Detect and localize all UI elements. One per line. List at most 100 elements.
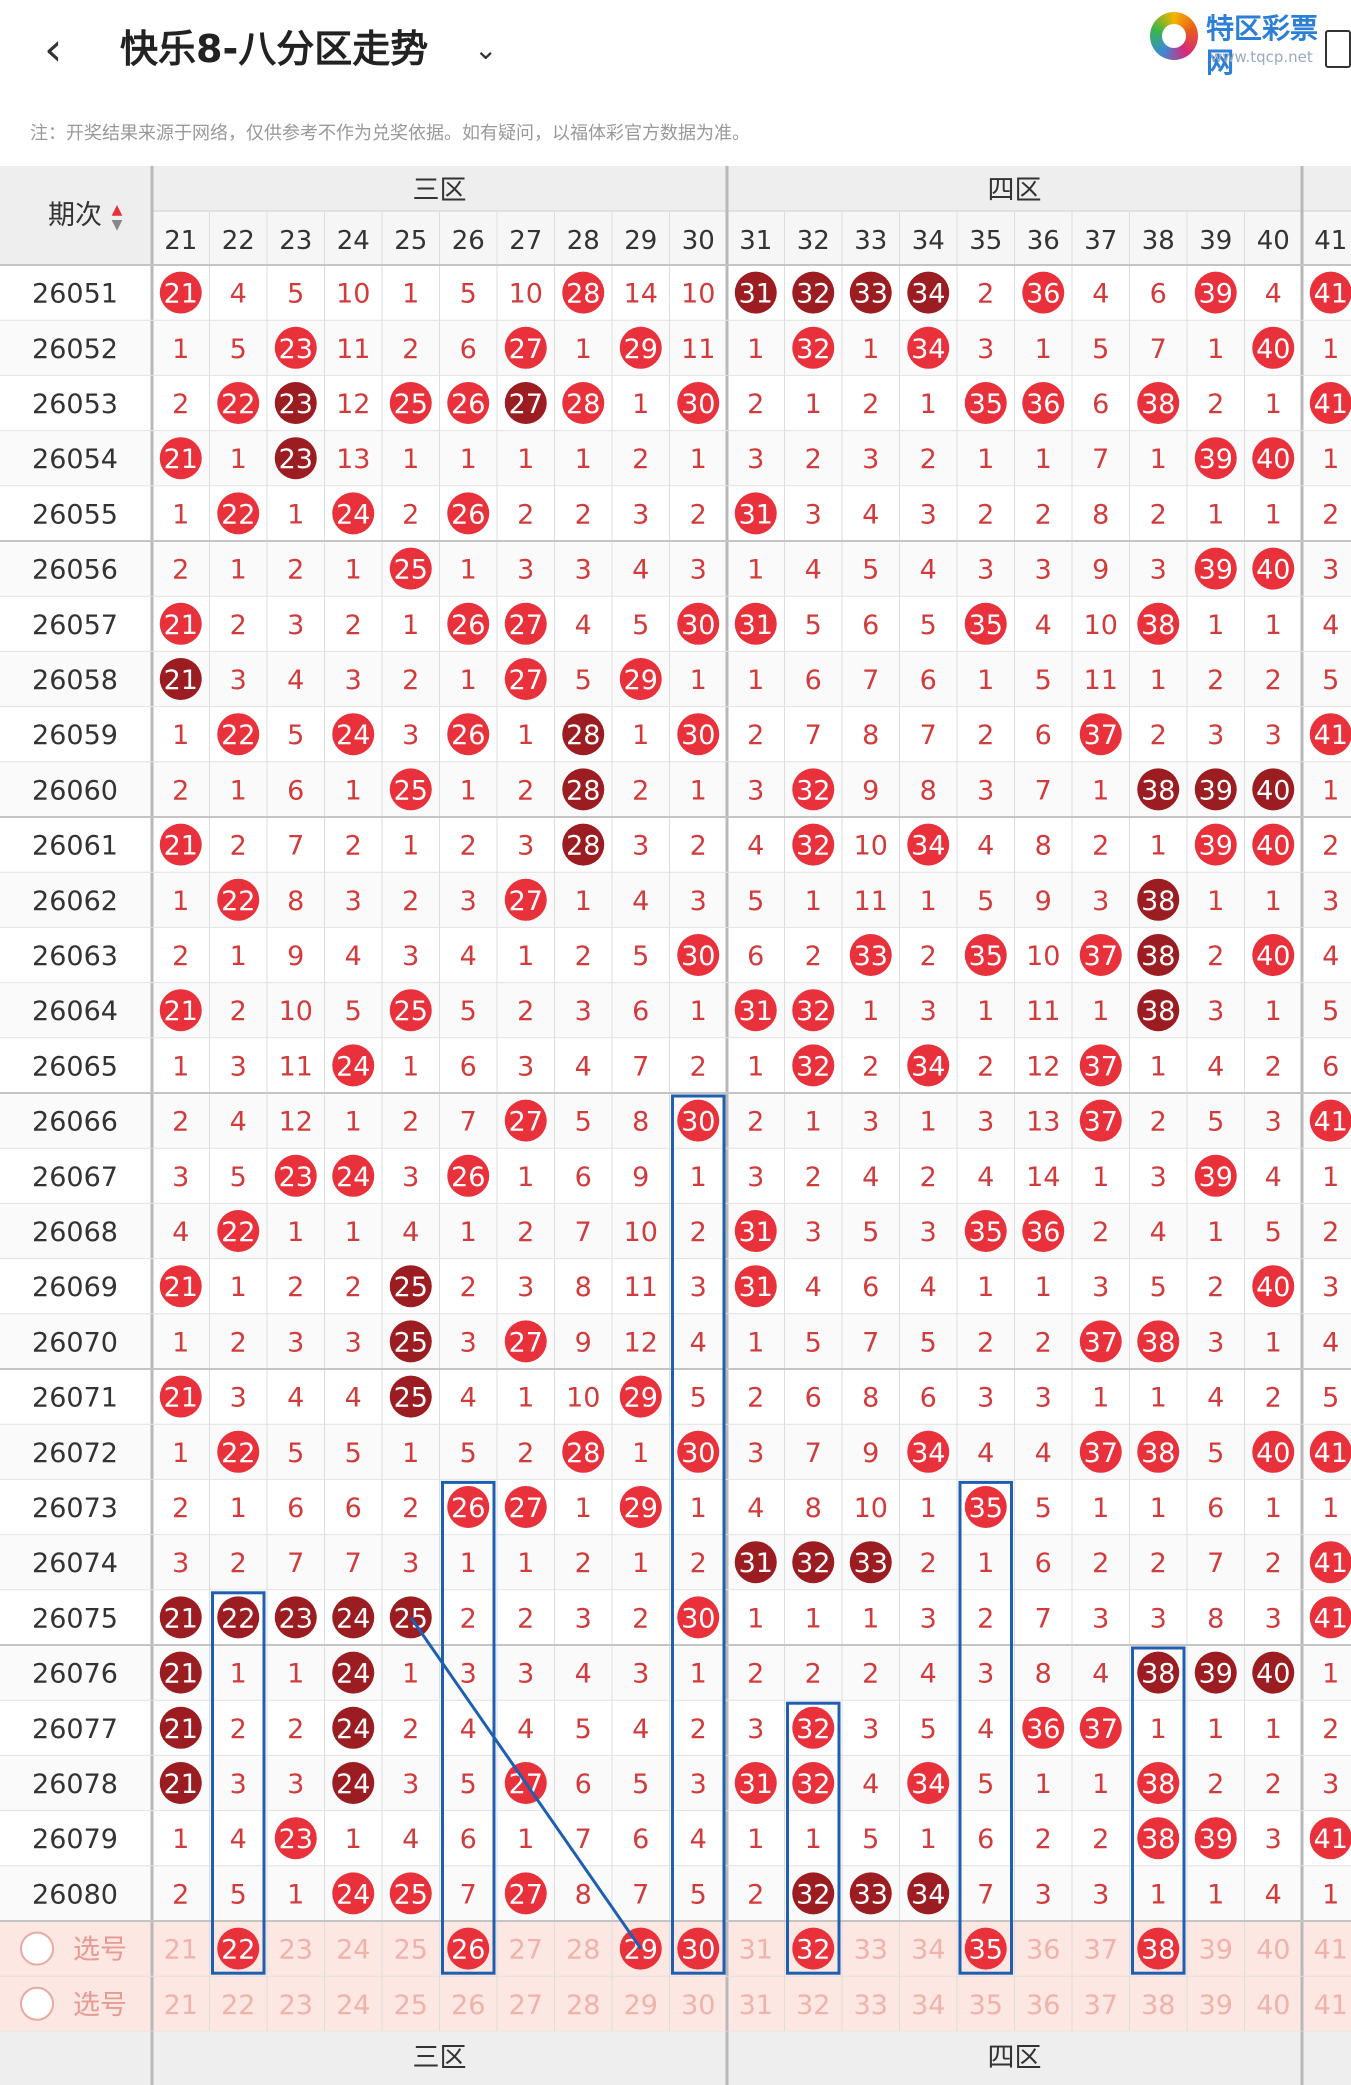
selected-number[interactable]: 35: [969, 1935, 1003, 1966]
selected-ball[interactable]: [1137, 1927, 1180, 1970]
hit-number: 28: [566, 279, 600, 310]
select-number[interactable]: 33: [854, 1990, 888, 2021]
select-number[interactable]: 37: [1084, 1990, 1118, 2021]
hit-number: 26: [451, 1162, 485, 1193]
select-number[interactable]: 41: [1314, 1935, 1348, 1966]
select-number[interactable]: 28: [566, 1935, 600, 1966]
select-number[interactable]: 28: [566, 1990, 600, 2021]
chevron-down-icon[interactable]: ⌄: [474, 33, 498, 66]
selected-number[interactable]: 26: [451, 1935, 485, 1966]
selected-ball[interactable]: [447, 1927, 490, 1970]
miss-count: 2: [690, 1217, 707, 1248]
hit-ball: [792, 1706, 835, 1749]
select-number[interactable]: 30: [681, 1990, 715, 2021]
miss-count: 6: [1322, 1051, 1339, 1082]
select-number[interactable]: 37: [1084, 1935, 1118, 1966]
hit-number: 36: [1026, 279, 1060, 310]
select-row-radio[interactable]: [20, 1931, 54, 1966]
miss-count: 2: [402, 886, 419, 917]
back-chevron-icon[interactable]: ‹: [44, 22, 63, 76]
select-number[interactable]: 26: [451, 1990, 485, 2021]
hit-ball: [274, 1154, 317, 1197]
selected-ball[interactable]: [677, 1927, 720, 1970]
select-number[interactable]: 24: [336, 1990, 370, 2021]
miss-count: 2: [747, 1659, 764, 1690]
select-number[interactable]: 31: [739, 1990, 773, 2021]
select-number[interactable]: 33: [854, 1935, 888, 1966]
period-cell: 26080: [32, 1879, 118, 1910]
select-number[interactable]: 21: [164, 1990, 198, 2021]
hit-ball: [1309, 1817, 1351, 1860]
hit-ball: [1079, 1320, 1122, 1363]
select-number[interactable]: 25: [394, 1990, 428, 2021]
select-number[interactable]: 27: [509, 1990, 543, 2021]
select-number[interactable]: 40: [1256, 1935, 1290, 1966]
miss-count: 4: [690, 1327, 707, 1358]
select-number[interactable]: 41: [1314, 1990, 1348, 2021]
miss-count: 1: [517, 1824, 534, 1855]
miss-count: 1: [977, 1272, 994, 1303]
select-number[interactable]: 25: [394, 1935, 428, 1966]
miss-count: 2: [1035, 499, 1052, 530]
select-number[interactable]: 36: [1026, 1990, 1060, 2021]
selected-ball[interactable]: [217, 1927, 260, 1970]
hit-number: 21: [164, 1603, 198, 1634]
select-number[interactable]: 27: [509, 1935, 543, 1966]
miss-count: 1: [517, 1548, 534, 1579]
hit-ball: [159, 271, 202, 314]
select-number[interactable]: 32: [796, 1990, 830, 2021]
select-number[interactable]: 24: [336, 1935, 370, 1966]
miss-count: 4: [1092, 1659, 1109, 1690]
select-number[interactable]: 35: [969, 1990, 1003, 2021]
miss-count: 5: [460, 279, 477, 310]
miss-count: 5: [230, 1879, 247, 1910]
miss-count: 5: [747, 886, 764, 917]
period-header[interactable]: 期次: [48, 200, 102, 231]
miss-count: 6: [287, 775, 304, 806]
select-number[interactable]: 39: [1199, 1990, 1233, 2021]
select-number[interactable]: 39: [1199, 1935, 1233, 1966]
select-number[interactable]: 36: [1026, 1935, 1060, 1966]
period-cell: 26054: [32, 444, 118, 475]
miss-count: 2: [747, 389, 764, 420]
selected-number[interactable]: 30: [681, 1935, 715, 1966]
select-number[interactable]: 23: [279, 1990, 313, 2021]
hit-ball: [734, 271, 777, 314]
hit-number: 34: [911, 334, 945, 365]
hit-ball: [792, 768, 835, 811]
hit-number: 40: [1256, 1438, 1290, 1469]
period-cell: 26069: [32, 1272, 118, 1303]
select-number[interactable]: 23: [279, 1935, 313, 1966]
miss-count: 1: [1322, 1659, 1339, 1690]
miss-count: 2: [1322, 499, 1339, 530]
selected-ball[interactable]: [792, 1927, 835, 1970]
select-number[interactable]: 40: [1256, 1990, 1290, 2021]
page-title[interactable]: 快乐8-八分区走势: [120, 27, 429, 71]
select-number[interactable]: 29: [624, 1990, 658, 2021]
miss-count: 4: [1265, 1162, 1282, 1193]
select-number[interactable]: 38: [1141, 1990, 1175, 2021]
hit-number: 27: [509, 1107, 543, 1138]
selected-number[interactable]: 38: [1141, 1935, 1175, 1966]
select-number[interactable]: 34: [911, 1935, 945, 1966]
miss-count: 1: [172, 1327, 189, 1358]
hit-number: 39: [1199, 775, 1233, 806]
select-number[interactable]: 22: [221, 1990, 255, 2021]
sort-down-icon[interactable]: ▼: [112, 217, 123, 233]
selected-number[interactable]: 29: [624, 1935, 658, 1966]
sort-up-icon[interactable]: ▲: [112, 202, 123, 218]
miss-count: 1: [172, 334, 189, 365]
selected-number[interactable]: 32: [796, 1935, 830, 1966]
select-number[interactable]: 31: [739, 1935, 773, 1966]
hit-ball: [1137, 1430, 1180, 1473]
hit-number: 38: [1141, 1824, 1175, 1855]
select-number[interactable]: 34: [911, 1990, 945, 2021]
select-number[interactable]: 21: [164, 1935, 198, 1966]
column-header-35: 35: [969, 226, 1002, 256]
miss-count: 2: [1207, 1769, 1224, 1800]
select-row-radio[interactable]: [20, 1986, 54, 2021]
selected-ball[interactable]: [964, 1927, 1007, 1970]
selected-number[interactable]: 22: [221, 1935, 255, 1966]
hit-ball: [562, 768, 605, 811]
zone-header-3: 三区: [413, 175, 467, 206]
